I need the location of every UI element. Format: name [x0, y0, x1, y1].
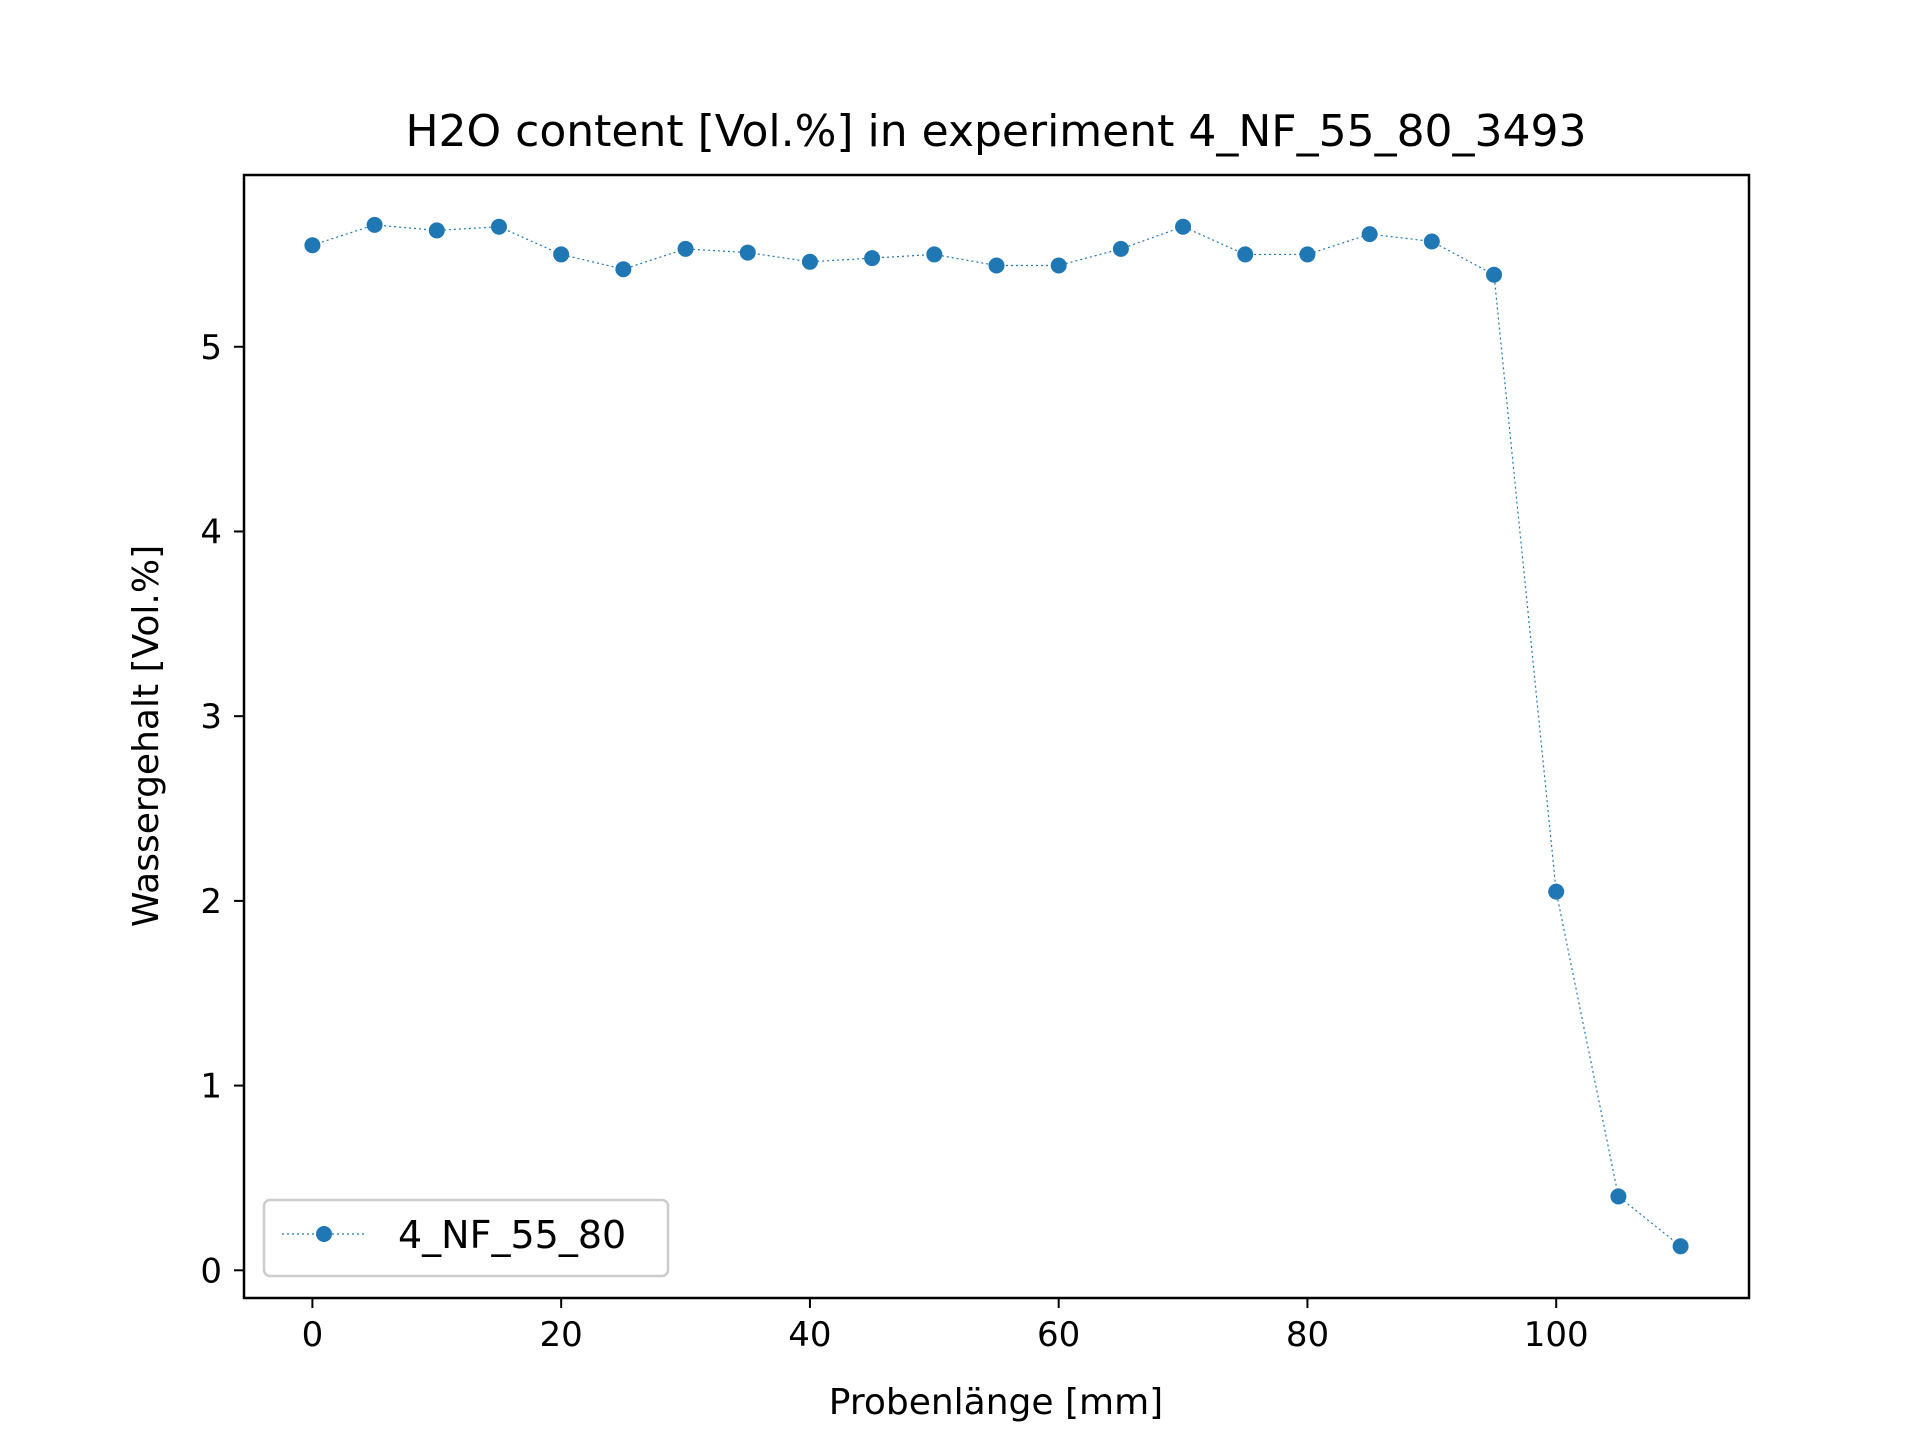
data-point: [428, 222, 445, 239]
data-point: [1361, 226, 1378, 243]
data-point: [1050, 257, 1067, 274]
data-point: [677, 240, 694, 257]
data-point: [988, 257, 1005, 274]
plot-area: [242, 173, 1751, 1300]
y-tick-label: 2: [200, 882, 222, 922]
data-point: [1112, 240, 1129, 257]
y-tick-label: 4: [200, 512, 222, 552]
data-point: [1672, 1238, 1689, 1255]
x-tick-label: 60: [1037, 1315, 1080, 1355]
x-tick-label: 40: [788, 1315, 831, 1355]
chart-title: H2O content [Vol.%] in experiment 4_NF_5…: [405, 106, 1586, 157]
data-point: [1548, 883, 1565, 900]
x-tick-label: 0: [302, 1315, 324, 1355]
y-axis: 0 1 2 3 4 5: [200, 328, 244, 1291]
data-point: [926, 246, 943, 263]
data-point: [1237, 246, 1254, 263]
x-axis-label: Probenlänge [mm]: [829, 1382, 1163, 1423]
y-tick-label: 3: [200, 697, 222, 737]
data-point: [366, 216, 383, 233]
legend-entry-label: 4_NF_55_80: [398, 1213, 626, 1257]
data-point: [864, 250, 881, 267]
legend-marker: [316, 1226, 332, 1242]
data-point: [1486, 266, 1503, 283]
x-tick-label: 20: [540, 1315, 583, 1355]
data-point: [553, 246, 570, 263]
data-point: [304, 237, 321, 254]
data-point: [801, 253, 818, 270]
legend-box: [262, 1198, 670, 1278]
x-axis: 0 20 40 60 80 100: [302, 1298, 1589, 1355]
data-point: [490, 218, 507, 235]
x-tick-label: 80: [1286, 1315, 1329, 1355]
y-axis-label: Wassergehalt [Vol.%]: [126, 545, 167, 927]
x-tick-label: 100: [1524, 1315, 1589, 1355]
y-tick-label: 5: [200, 328, 222, 368]
series-layer: [304, 216, 1689, 1255]
data-point: [739, 244, 756, 261]
data-point: [1610, 1188, 1627, 1205]
data-point: [615, 261, 632, 278]
data-point: [1175, 218, 1192, 235]
y-tick-label: 1: [200, 1067, 222, 1107]
legend: 4_NF_55_80: [262, 1198, 670, 1278]
y-tick-label: 0: [200, 1251, 222, 1291]
data-point: [1299, 246, 1316, 263]
data-point: [1423, 233, 1440, 250]
